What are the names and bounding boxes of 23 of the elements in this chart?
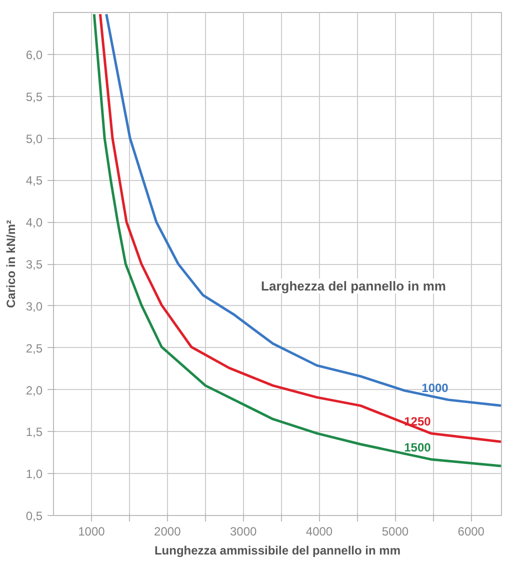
x-tick-label: 5000 — [382, 524, 409, 538]
y-tick-label: 5,5 — [26, 90, 43, 104]
x-tick-label: 2000 — [154, 524, 182, 538]
annotation: Larghezza del pannello in mm — [261, 278, 446, 294]
y-tick-label: 3,5 — [26, 258, 43, 272]
y-tick-label: 2,0 — [26, 383, 43, 398]
y-tick-label: 4,0 — [26, 216, 43, 230]
x-tick-label: 3000 — [230, 524, 258, 538]
series-label: 1500 — [404, 440, 432, 454]
x-axis-title: Lunghezza ammissibile del pannello in mm — [154, 544, 401, 558]
series-label: 1000 — [422, 380, 449, 395]
y-tick-label: 2,5 — [26, 341, 43, 356]
y-tick-label: 1,0 — [26, 467, 43, 482]
x-tick-label: 1000 — [78, 524, 106, 538]
y-tick-label: 0,5 — [26, 509, 43, 523]
y-tick-label: 1,5 — [26, 425, 43, 440]
y-axis-title: Carico in kN/m² — [4, 220, 18, 308]
y-tick-label: 6,0 — [26, 48, 43, 62]
y-tick-label: 5,0 — [26, 132, 43, 146]
x-tick-label: 6000 — [458, 524, 485, 538]
y-tick-label: 3,0 — [26, 299, 43, 314]
x-tick-label: 4000 — [306, 524, 333, 538]
y-tick-label: 4,5 — [26, 174, 43, 188]
